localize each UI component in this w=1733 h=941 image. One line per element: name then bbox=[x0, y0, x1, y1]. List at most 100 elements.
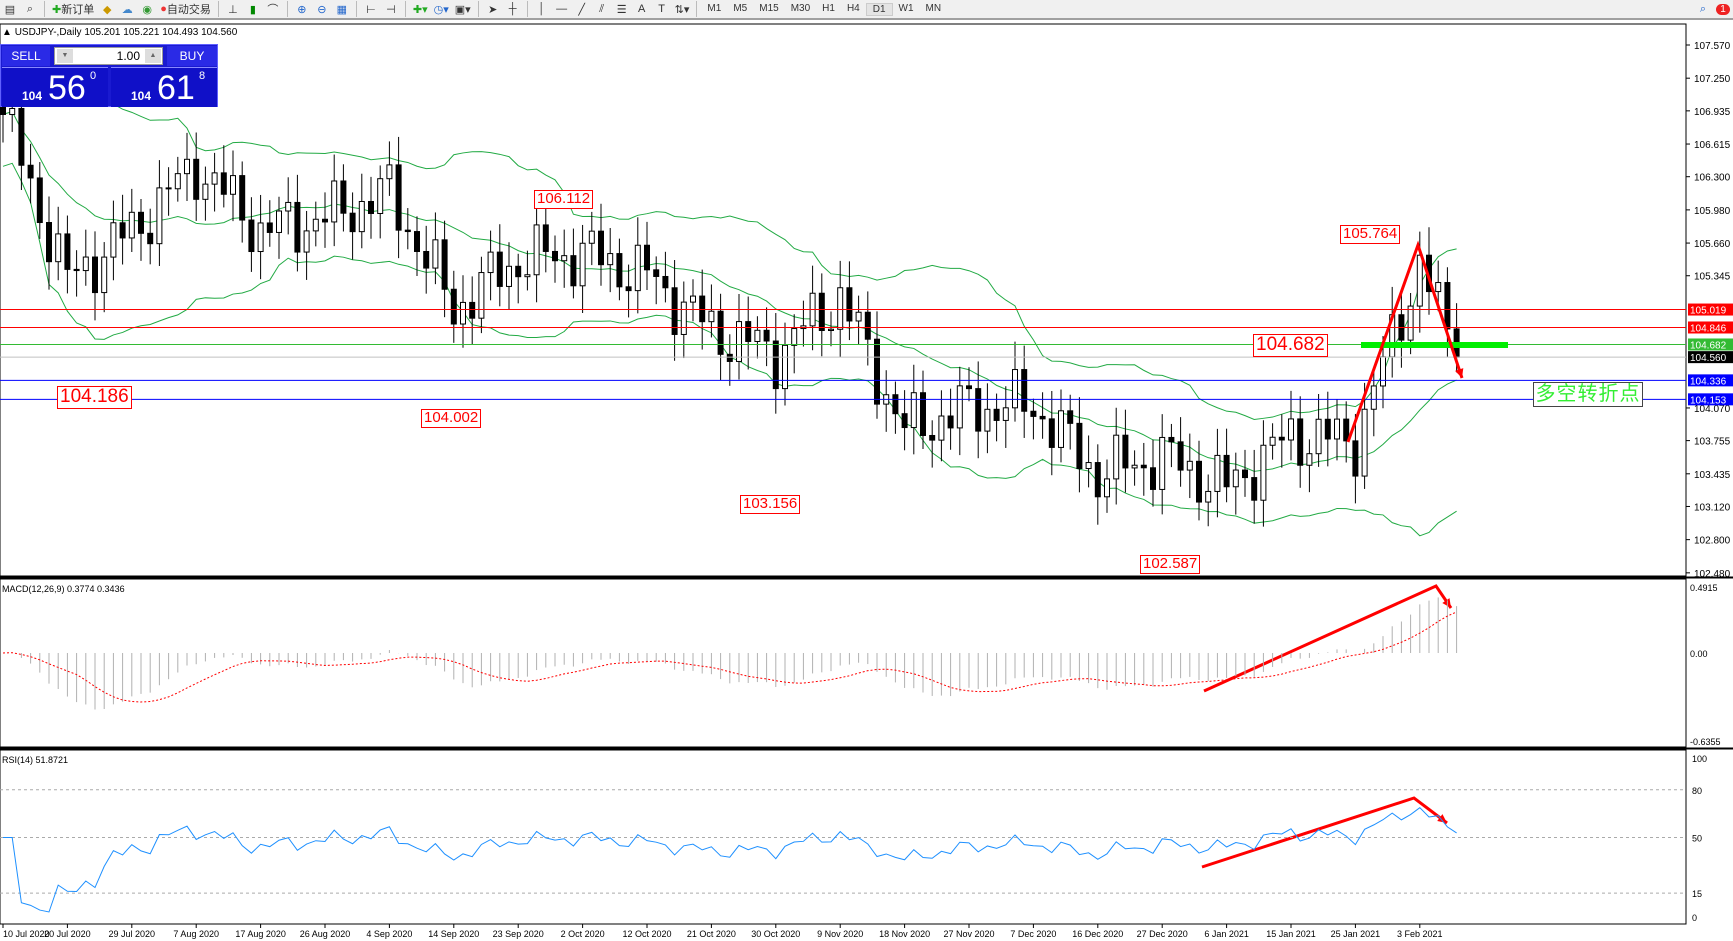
candle-body bbox=[1407, 305, 1414, 341]
sell-button[interactable]: SELL bbox=[2, 46, 50, 66]
price-label-103156[interactable]: 103.156 bbox=[740, 495, 801, 514]
timeframe-h1[interactable]: H1 bbox=[822, 2, 835, 14]
chart-area[interactable]: 107.570 107.250 106.935 106.615 106.300 105.9… bbox=[0, 22, 1733, 941]
candle-body bbox=[708, 310, 715, 323]
candle-body bbox=[901, 413, 908, 429]
candle-body bbox=[193, 158, 200, 200]
date-axis-label: 9 Nov 2020 bbox=[817, 929, 863, 939]
lot-increase-button[interactable]: ▲ bbox=[145, 49, 161, 63]
price-label-106112[interactable]: 106.112 bbox=[534, 190, 594, 209]
line-chart-icon[interactable]: ⌒ bbox=[267, 4, 279, 16]
date-axis-label: 7 Dec 2020 bbox=[1010, 929, 1056, 939]
candle-body bbox=[616, 253, 623, 288]
macd-axis-label: -0.6355 bbox=[1690, 737, 1721, 747]
price-label-104186[interactable]: 104.186 bbox=[57, 386, 132, 409]
candle-body bbox=[1288, 418, 1294, 441]
macd-axis-label: 0.4915 bbox=[1690, 583, 1718, 593]
timeframe-w1[interactable]: W1 bbox=[898, 2, 914, 14]
chart-shift-icon[interactable]: ⊣ bbox=[386, 3, 396, 16]
zoom-out-icon[interactable]: ⊖ bbox=[317, 3, 327, 16]
toolbar: ▤ ⌕ ✚ 新订单 ◆ ☁ ◉ ● 自动交易 ⊥ ▮ ⌒ ⊕ ⊖ ▦ ⊢ ⊣ ✚▾ … bbox=[0, 0, 1733, 20]
candle-body bbox=[699, 295, 706, 323]
price-label-104002[interactable]: 104.002 bbox=[421, 409, 482, 428]
equidistant-channel-icon[interactable]: ⫽ bbox=[599, 2, 605, 15]
search-icon[interactable]: ⌕ bbox=[1699, 2, 1707, 15]
candle-body bbox=[975, 388, 982, 432]
candle-body bbox=[266, 222, 273, 233]
autoscroll-icon[interactable]: ⊢ bbox=[366, 3, 376, 16]
arrows-icon[interactable]: ⇅▾ bbox=[674, 3, 690, 16]
candle-body bbox=[27, 164, 34, 179]
candle-body bbox=[147, 232, 154, 245]
new-order-button[interactable]: ✚ 新订单 bbox=[49, 0, 97, 18]
date-axis-label: 26 Aug 2020 bbox=[300, 929, 351, 939]
price-axis-label: 102.800 bbox=[1694, 536, 1731, 547]
notification-badge[interactable]: 1 bbox=[1713, 0, 1733, 18]
price-axis-label: 105.345 bbox=[1694, 272, 1731, 283]
vertical-line-icon[interactable]: │ bbox=[538, 3, 546, 15]
price-label-105764[interactable]: 105.764 bbox=[1340, 225, 1401, 244]
price-axis-label: 107.570 bbox=[1694, 41, 1731, 52]
timeframe-h4[interactable]: H4 bbox=[846, 2, 860, 14]
price-label-102587[interactable]: 102.587 bbox=[1140, 555, 1201, 574]
timeframe-m15[interactable]: M15 bbox=[759, 2, 779, 14]
candle-body bbox=[791, 328, 798, 346]
candle-body bbox=[395, 164, 402, 231]
level-tag bbox=[1688, 374, 1733, 387]
trendline-icon[interactable]: ╱ bbox=[578, 3, 585, 16]
divider bbox=[44, 1, 45, 17]
candle-body bbox=[1260, 444, 1267, 501]
sell-price-pips: 56 bbox=[48, 69, 86, 107]
metaeditor-icon[interactable]: ◆ bbox=[102, 3, 112, 16]
new-chart-icon[interactable]: ▤ bbox=[4, 3, 16, 16]
date-axis-label: 27 Dec 2020 bbox=[1137, 929, 1188, 939]
candle-body bbox=[469, 301, 476, 319]
candle-body bbox=[598, 230, 604, 266]
periods-icon[interactable]: ◷▾ bbox=[433, 3, 449, 16]
timeframe-m5[interactable]: M5 bbox=[733, 2, 748, 14]
buy-price-prefix: 104 bbox=[131, 89, 152, 103]
signals-icon[interactable]: ◉ bbox=[142, 3, 153, 16]
candle-body bbox=[1076, 422, 1083, 470]
profiles-icon[interactable]: ⌕ bbox=[26, 2, 34, 15]
sell-price[interactable]: 104 56 0 bbox=[2, 67, 108, 107]
lot-size-input[interactable]: 1.00 bbox=[54, 47, 163, 65]
timeframe-m1[interactable]: M1 bbox=[707, 2, 722, 14]
timeframe-mn[interactable]: MN bbox=[925, 2, 942, 14]
divider bbox=[355, 1, 357, 17]
buy-price[interactable]: 104 61 8 bbox=[111, 67, 217, 107]
date-axis-label: 6 Jan 2021 bbox=[1204, 929, 1249, 939]
timeframe-d1[interactable]: D1 bbox=[865, 2, 893, 16]
templates-icon[interactable]: ▣▾ bbox=[454, 3, 471, 16]
candle-body bbox=[736, 321, 742, 362]
timeframe-m30[interactable]: M30 bbox=[790, 2, 811, 14]
text-label-icon[interactable]: T bbox=[658, 3, 666, 15]
date-axis-label: 7 Aug 2020 bbox=[173, 929, 219, 939]
candle-body bbox=[1251, 477, 1258, 501]
tile-windows-icon[interactable]: ▦ bbox=[336, 3, 348, 16]
date-axis-label: 21 Oct 2020 bbox=[687, 929, 736, 939]
crosshair-icon[interactable]: ┼ bbox=[508, 3, 517, 15]
candle-body bbox=[9, 107, 16, 115]
text-icon[interactable]: A bbox=[638, 3, 646, 15]
candle-body bbox=[55, 233, 62, 263]
macd-label: MACD(12,26,9) 0.3774 0.3436 bbox=[2, 584, 125, 594]
lot-decrease-button[interactable]: ▼ bbox=[57, 49, 73, 63]
indicators-icon[interactable]: ✚▾ bbox=[412, 3, 428, 16]
zoom-in-icon[interactable]: ⊕ bbox=[297, 3, 307, 16]
date-axis-label: 16 Dec 2020 bbox=[1072, 929, 1123, 939]
fibonacci-icon[interactable]: ☰ bbox=[616, 3, 627, 16]
bar-chart-icon[interactable]: ⊥ bbox=[228, 3, 238, 16]
buy-button[interactable]: BUY bbox=[167, 46, 217, 66]
data-icon[interactable]: ☁ bbox=[121, 3, 133, 16]
candle-body bbox=[1186, 460, 1193, 471]
candle-body bbox=[1352, 440, 1359, 477]
candle-body bbox=[1444, 282, 1451, 330]
horizontal-line-icon[interactable]: — bbox=[556, 3, 568, 15]
candlestick-icon[interactable]: ▮ bbox=[249, 3, 256, 16]
cursor-icon[interactable]: ➤ bbox=[488, 3, 498, 16]
date-axis-label: 27 Nov 2020 bbox=[943, 929, 994, 939]
auto-trading-button[interactable]: ● 自动交易 bbox=[157, 0, 214, 18]
price-label-104682[interactable]: 104.682 bbox=[1253, 334, 1328, 357]
turning-point-label[interactable]: 多空转折点 bbox=[1533, 382, 1643, 407]
